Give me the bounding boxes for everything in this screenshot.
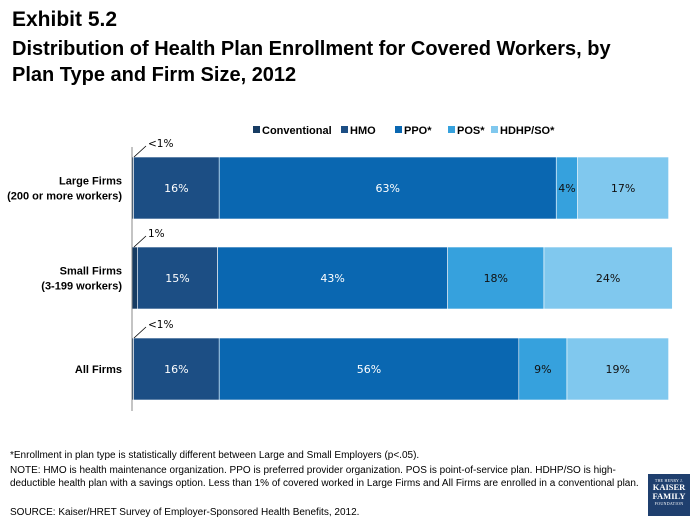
logo-line-1: THE HENRY J. bbox=[654, 478, 684, 483]
legend-item-3: POS* bbox=[448, 125, 485, 137]
legend-swatch bbox=[341, 126, 348, 133]
legend-swatch bbox=[395, 126, 402, 133]
footnote-note: NOTE: HMO is health maintenance organiza… bbox=[10, 465, 639, 489]
bar-row-2: All Firms <1% 16% 56% 9% 19% bbox=[75, 319, 669, 401]
bar-segment-0 bbox=[131, 246, 138, 310]
bar-segment-3 bbox=[518, 337, 568, 401]
category-label: (200 or more workers) bbox=[7, 191, 122, 203]
callout-leader-line bbox=[133, 145, 147, 158]
data-label: 16% bbox=[164, 182, 188, 195]
footnote-significance: *Enrollment in plan type is statisticall… bbox=[10, 450, 420, 461]
legend-swatch bbox=[448, 126, 455, 133]
exhibit-number: Exhibit 5.2 bbox=[12, 8, 118, 31]
legend-item-0: Conventional bbox=[253, 125, 332, 137]
chart-title-line-2: Plan Type and Firm Size, 2012 bbox=[12, 64, 297, 86]
chart-title-line-1: Distribution of Health Plan Enrollment f… bbox=[12, 38, 611, 60]
category-label: (3-199 workers) bbox=[41, 281, 122, 293]
logo-line-4: FOUNDATION bbox=[654, 501, 684, 506]
legend-label: POS* bbox=[457, 125, 485, 137]
bar-segment-1 bbox=[133, 337, 220, 401]
kff-logo: THE HENRY J. KAISER FAMILY FOUNDATION bbox=[648, 474, 690, 516]
legend-swatch bbox=[491, 126, 498, 133]
legend-swatch bbox=[253, 126, 260, 133]
bar-segment-4 bbox=[543, 246, 673, 310]
bar-segment-3 bbox=[447, 246, 545, 310]
legend-label: Conventional bbox=[262, 125, 332, 137]
data-label: 16% bbox=[164, 363, 188, 376]
legend-item-1: HMO bbox=[341, 125, 376, 137]
data-label: 56% bbox=[357, 363, 381, 376]
callout-leader-line bbox=[133, 326, 147, 339]
category-label: Large Firms bbox=[59, 176, 122, 188]
legend-item-2: PPO* bbox=[395, 125, 432, 137]
data-label: 43% bbox=[320, 272, 344, 285]
data-label: 4% bbox=[558, 182, 575, 195]
data-label-callout: <1% bbox=[148, 319, 173, 331]
data-label: 24% bbox=[596, 272, 620, 285]
logo-line-3: FAMILY bbox=[652, 491, 686, 501]
category-label: All Firms bbox=[75, 364, 122, 376]
bar-segment-2 bbox=[217, 246, 448, 310]
callout-leader-line bbox=[133, 235, 147, 248]
legend-label: HDHP/SO* bbox=[500, 125, 555, 137]
footnote-source: SOURCE: Kaiser/HRET Survey of Employer-S… bbox=[10, 507, 360, 518]
legend-item-4: HDHP/SO* bbox=[491, 125, 555, 137]
data-label: 19% bbox=[606, 363, 630, 376]
bar-segment-1 bbox=[137, 246, 218, 310]
category-label: Small Firms bbox=[60, 266, 122, 278]
data-label: 15% bbox=[165, 272, 189, 285]
stacked-bar-chart: Conventional HMO PPO* POS* HDHP/SO* Large Fi… bbox=[7, 125, 673, 411]
data-label-callout: 1% bbox=[148, 228, 165, 240]
bar-segment-4 bbox=[566, 337, 669, 401]
data-label: 18% bbox=[484, 272, 508, 285]
bar-row-0: Large Firms (200 or more workers) <1% 16% 63… bbox=[7, 138, 669, 220]
bar-row-1: Small Firms (3-199 workers) 1% 15% 43% 18% 24% bbox=[41, 228, 673, 310]
data-label-callout: <1% bbox=[148, 138, 173, 150]
chart-legend: Conventional HMO PPO* POS* HDHP/SO* bbox=[253, 125, 555, 137]
legend-label: HMO bbox=[350, 125, 376, 137]
legend-label: PPO* bbox=[404, 125, 432, 137]
data-label: 17% bbox=[611, 182, 635, 195]
logo-line-2: KAISER bbox=[652, 482, 686, 492]
data-label: 63% bbox=[376, 182, 400, 195]
bar-segment-2 bbox=[218, 156, 557, 220]
chart-bars: Large Firms (200 or more workers) <1% 16% 63… bbox=[7, 138, 673, 401]
bar-segment-4 bbox=[577, 156, 669, 220]
bar-segment-2 bbox=[218, 337, 520, 401]
data-label: 9% bbox=[534, 363, 551, 376]
